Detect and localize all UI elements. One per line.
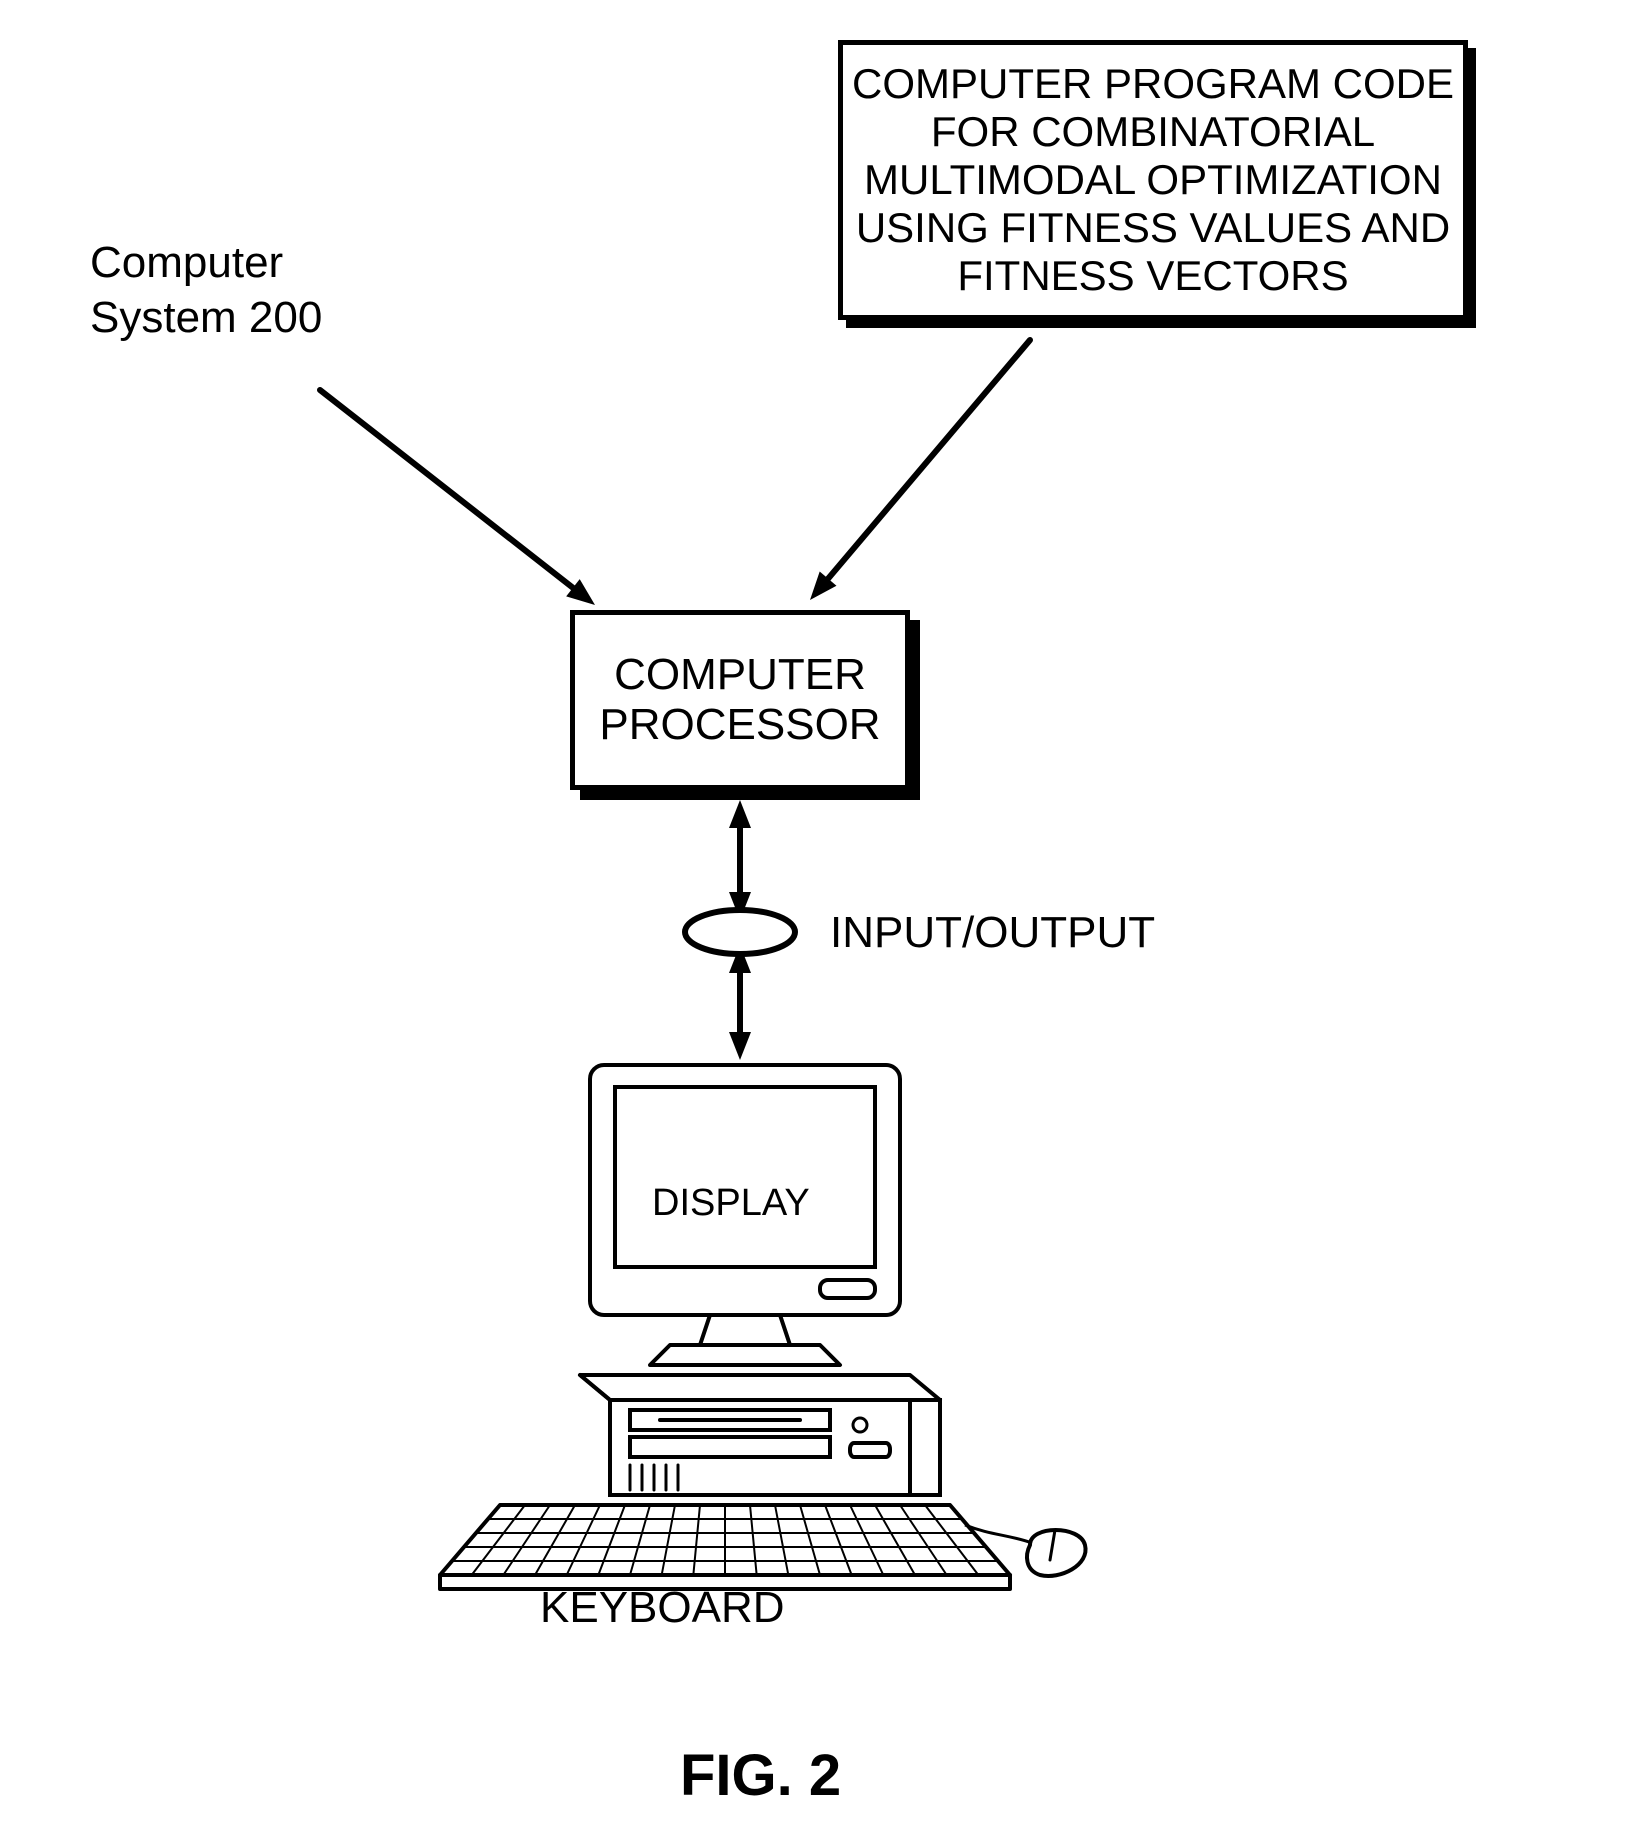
system-label: Computer System 200: [90, 235, 322, 345]
figure-label: FIG. 2: [680, 1740, 841, 1813]
display-label: DISPLAY: [652, 1180, 810, 1228]
io-label: INPUT/OUTPUT: [830, 905, 1155, 960]
code-box-text: COMPUTER PROGRAM CODE FOR COMBINATORIAL …: [843, 60, 1463, 300]
diagram-canvas: Computer System 200 COMPUTER PROGRAM COD…: [0, 0, 1644, 1839]
processor-box: COMPUTER PROCESSOR: [570, 610, 910, 790]
processor-box-text: COMPUTER PROCESSOR: [575, 650, 905, 750]
code-box: COMPUTER PROGRAM CODE FOR COMBINATORIAL …: [838, 40, 1468, 320]
keyboard-label: KEYBOARD: [540, 1580, 785, 1635]
